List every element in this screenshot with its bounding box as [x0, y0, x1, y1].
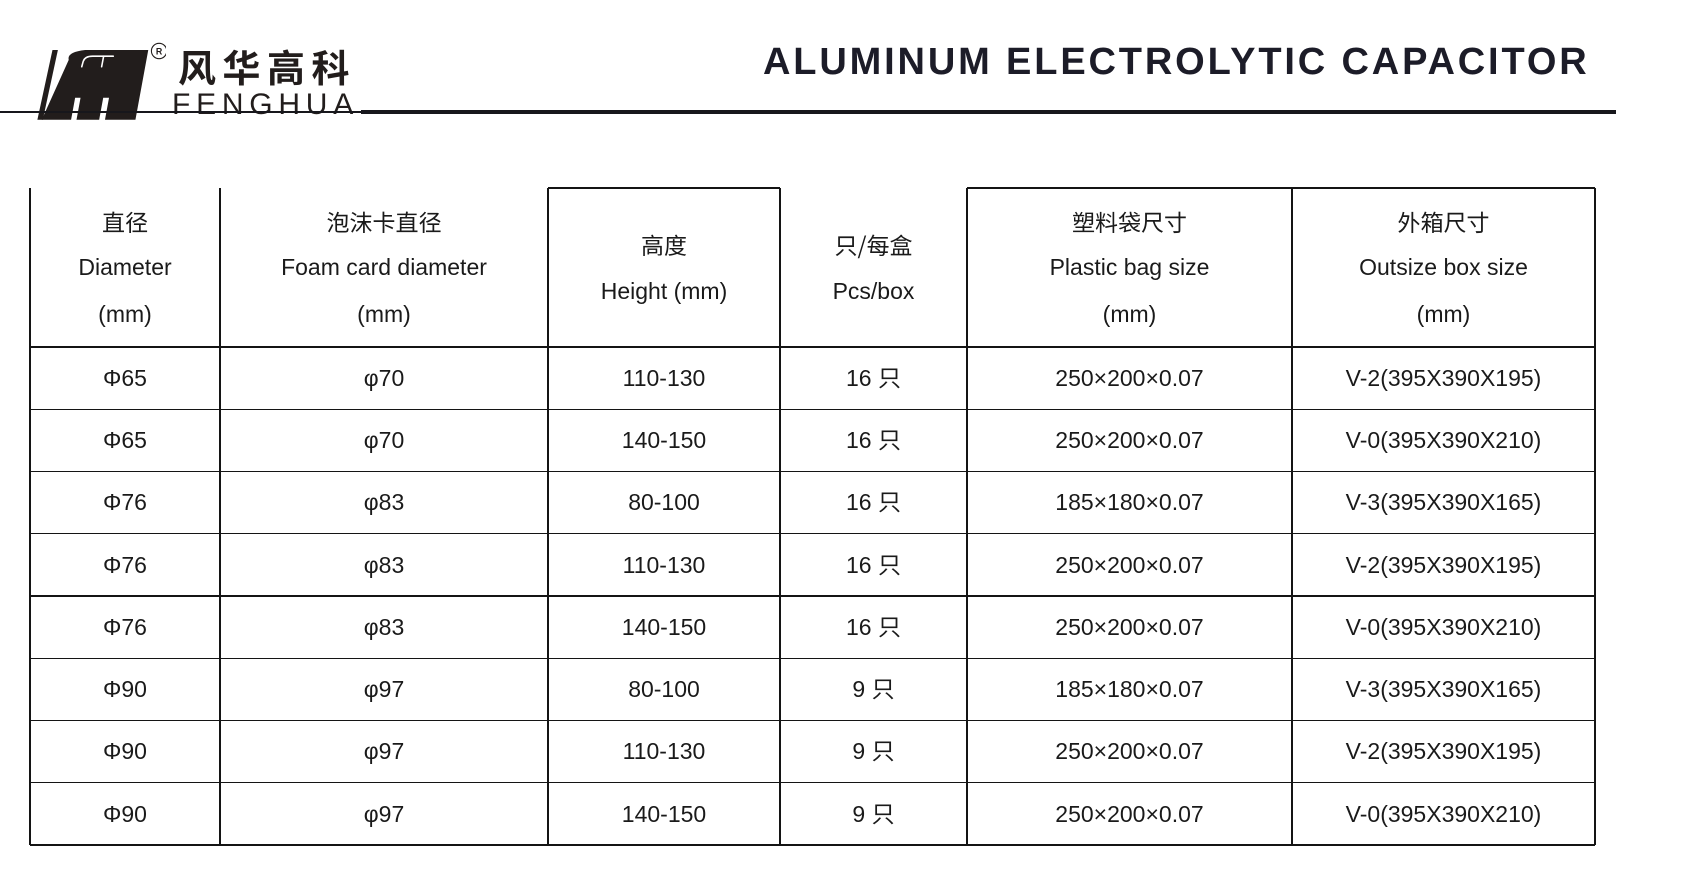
svg-text:R: R — [156, 46, 163, 56]
